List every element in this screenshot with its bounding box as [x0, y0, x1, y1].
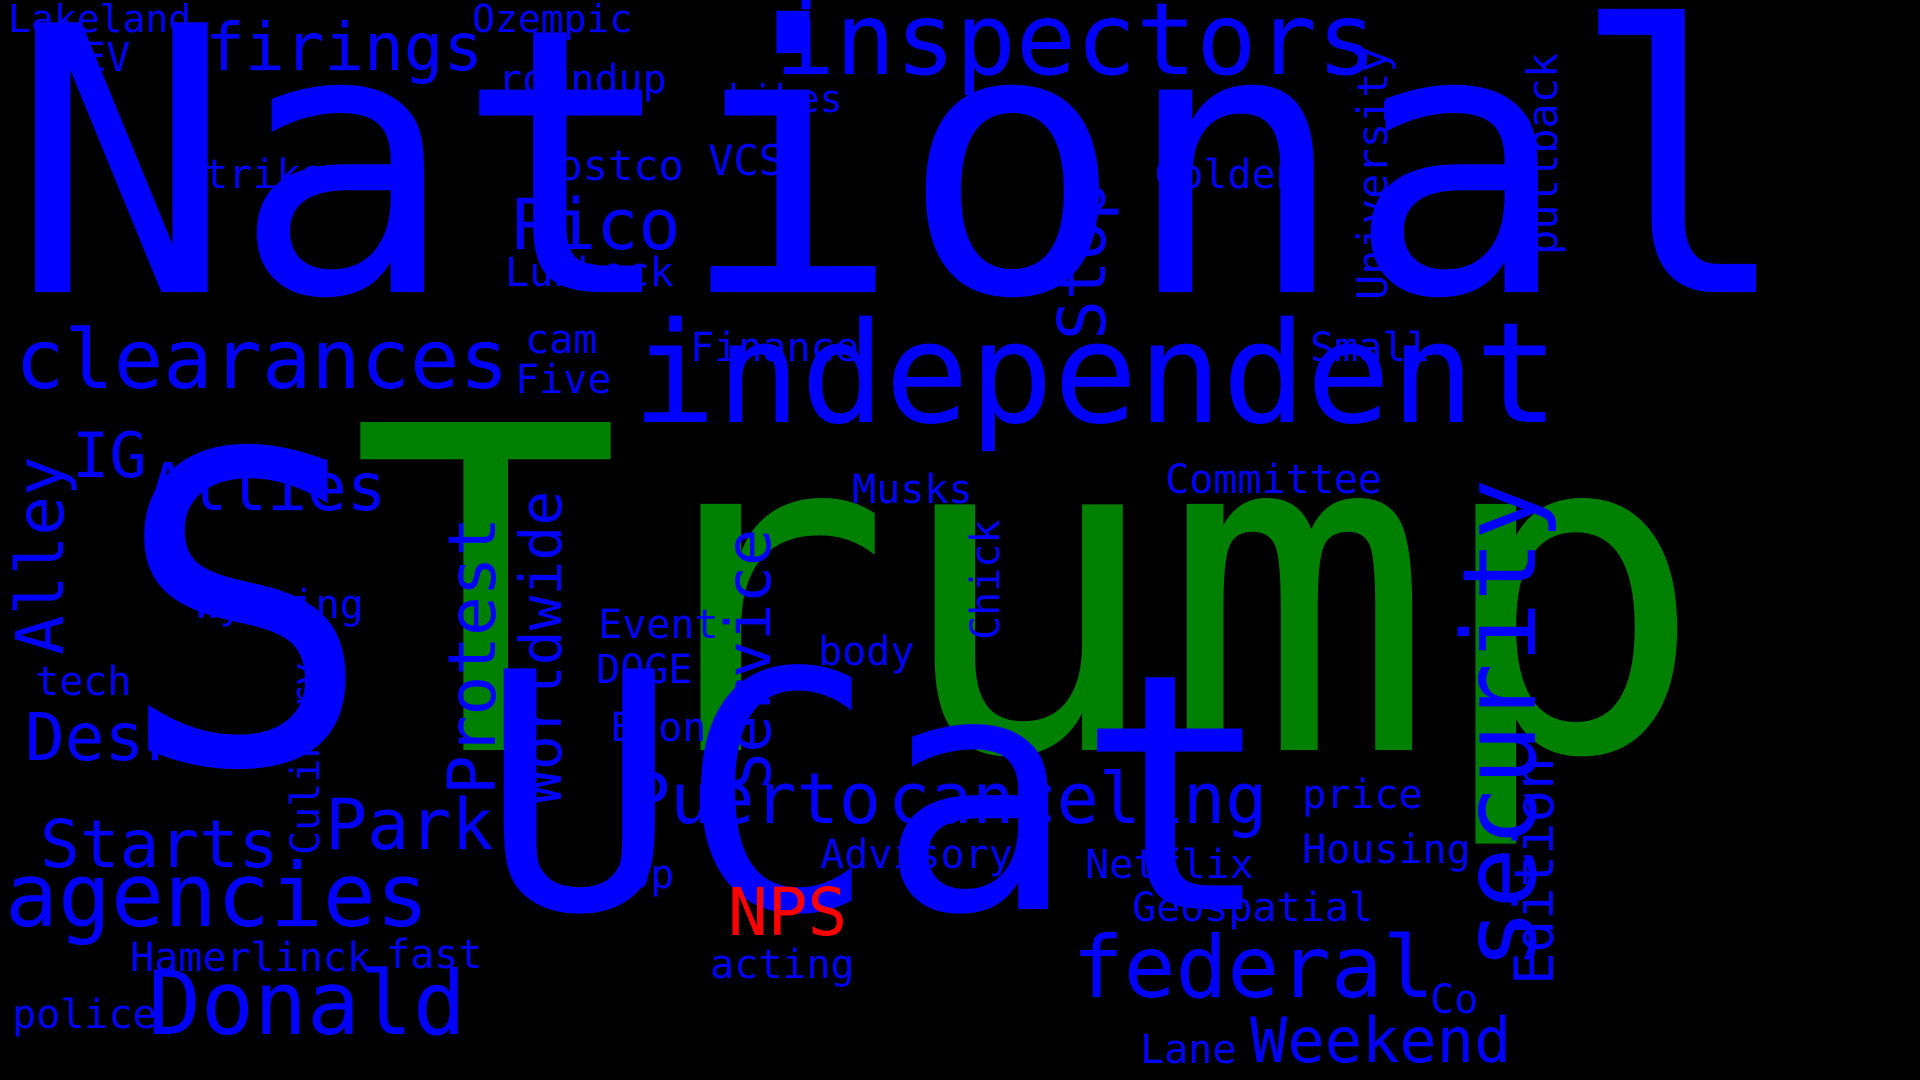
- word-national: National: [10, 0, 1793, 380]
- word-independent: independent: [632, 293, 1560, 456]
- word-starts: Starts: [40, 806, 279, 883]
- word-ucat: UCat: [480, 603, 1275, 987]
- word-weekend: Weekend: [1250, 1004, 1512, 1077]
- word-agencies: agencies: [5, 844, 429, 947]
- word-s: S: [115, 365, 374, 865]
- word-committee: Committee: [1165, 457, 1382, 503]
- word-clearances: clearances: [15, 313, 509, 408]
- word-edition: Edition: [1503, 757, 1566, 985]
- word-allies: Allies: [148, 449, 387, 526]
- word-nps: NPS: [728, 874, 848, 951]
- word-elon: Elon: [610, 705, 707, 751]
- word-musks: Musks: [852, 467, 973, 513]
- word-ig: IG: [72, 419, 147, 492]
- word-five: Five: [515, 357, 612, 403]
- word-inspectors: inspectors: [775, 0, 1378, 98]
- word-roundup: roundup: [498, 57, 667, 103]
- word-worldwide: Worldwide: [507, 490, 575, 805]
- word-vcsu: VCSU: [708, 136, 810, 185]
- word-strike: strike: [180, 152, 325, 198]
- word-event: Event: [598, 602, 719, 648]
- word-fast: fast: [386, 932, 483, 978]
- word-ev: EV: [82, 35, 131, 81]
- word-puerto: Puerto: [628, 758, 881, 840]
- word-wyoming: Wyoming: [195, 582, 364, 628]
- word-price: price: [1302, 772, 1423, 818]
- word-hikes: hikes: [728, 77, 843, 121]
- word-acting: acting: [710, 942, 855, 988]
- word-lane: Lane: [1140, 1027, 1237, 1073]
- word-service: Service: [712, 528, 785, 790]
- word-pullback: pullback: [1518, 52, 1567, 255]
- word-ozempic: Ozempic: [472, 0, 633, 41]
- word-netflix: Netflix: [1085, 842, 1254, 888]
- word-stop: Stop: [1044, 181, 1121, 340]
- word-advisory: Advisory: [820, 832, 1013, 878]
- word-federal: federal: [1072, 918, 1435, 1018]
- word-golden: Golden: [1155, 152, 1300, 198]
- word-tech: tech: [35, 659, 132, 705]
- word-trump: Trump: [350, 333, 1705, 857]
- word-housing: Housing: [1302, 827, 1471, 873]
- word-op: Op: [626, 852, 675, 898]
- word-donald: Donald: [148, 952, 466, 1055]
- word-police: police: [12, 992, 157, 1038]
- word-alley: Alley: [2, 456, 79, 655]
- word-culinary: Culinary: [283, 662, 329, 855]
- word-university: University: [1348, 47, 1397, 300]
- word-small: Small: [1310, 325, 1431, 371]
- word-firings: firings: [205, 9, 484, 86]
- word-chick: Chick: [963, 519, 1009, 640]
- word-doge: DOGE: [596, 647, 693, 693]
- word-body: body: [818, 629, 915, 675]
- word-canceling: canceling: [888, 758, 1268, 840]
- word-finance: Finance: [690, 325, 859, 371]
- word-cam: cam: [525, 317, 598, 363]
- word-co: Co: [1430, 977, 1479, 1023]
- word-hamerlinck: Hamerlinck: [130, 935, 371, 981]
- word-desk: Desk: [25, 699, 184, 776]
- word-lubbock: Lubbock: [505, 250, 674, 296]
- word-protest: Protest: [434, 516, 511, 795]
- word-geospatial: Geospatial: [1132, 885, 1373, 931]
- word-rico: Rico: [512, 184, 681, 266]
- word-park: Park: [325, 784, 494, 866]
- word-lakeland: Lakeland: [8, 0, 192, 41]
- word-costco: Costco: [532, 141, 684, 190]
